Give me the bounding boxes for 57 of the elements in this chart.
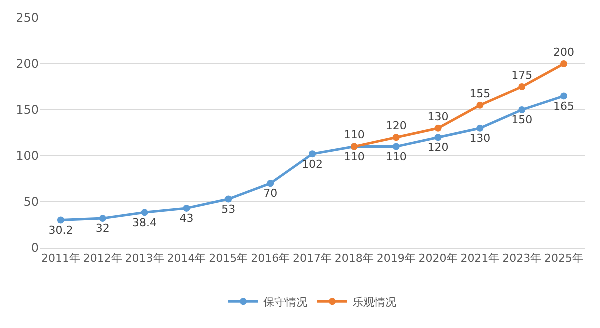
x-tick-label: 2011年 bbox=[41, 252, 80, 266]
data-label: 110 bbox=[344, 128, 365, 142]
data-label: 38.4 bbox=[132, 216, 158, 230]
point bbox=[141, 209, 148, 216]
x-tick-label: 2015年 bbox=[209, 252, 248, 266]
x-tick-label: 2014年 bbox=[167, 252, 206, 266]
y-tick-label: 250 bbox=[16, 11, 39, 26]
data-label: 43 bbox=[180, 212, 194, 226]
data-label: 30.2 bbox=[48, 224, 74, 237]
data-label: 130 bbox=[470, 132, 491, 146]
point bbox=[560, 92, 568, 100]
point bbox=[434, 124, 442, 132]
y-tick-label: 200 bbox=[16, 57, 39, 72]
x-tick-label: 2017年 bbox=[293, 252, 332, 266]
data-label: 150 bbox=[512, 114, 533, 127]
data-label: 175 bbox=[512, 68, 533, 82]
x-tick-label: 2018年 bbox=[334, 252, 374, 266]
data-label: 110 bbox=[386, 150, 407, 164]
x-tick-label: 2016年 bbox=[251, 252, 290, 266]
point bbox=[518, 106, 526, 114]
point bbox=[99, 215, 106, 222]
data-label: 32 bbox=[96, 222, 110, 236]
point bbox=[476, 102, 484, 109]
point bbox=[225, 196, 232, 203]
x-tick-label: 2019年 bbox=[376, 252, 416, 266]
data-label: 165 bbox=[554, 100, 575, 113]
point bbox=[434, 134, 442, 142]
point bbox=[57, 216, 64, 224]
point bbox=[476, 124, 484, 132]
y-tick-label: 50 bbox=[24, 195, 39, 210]
point bbox=[392, 134, 400, 142]
x-tick-label: 2013年 bbox=[125, 252, 164, 266]
y-tick-label: 100 bbox=[16, 149, 39, 164]
y-tick-label: 150 bbox=[16, 103, 39, 118]
point bbox=[183, 204, 190, 212]
x-tick-label: 2025年 bbox=[544, 252, 584, 266]
y-tick-label: 0 bbox=[31, 241, 39, 256]
legend-label: 保守情况 bbox=[264, 296, 308, 309]
point bbox=[392, 143, 400, 150]
data-label: 155 bbox=[470, 87, 491, 100]
point bbox=[518, 84, 526, 90]
point bbox=[309, 150, 316, 158]
data-label: 110 bbox=[344, 150, 365, 164]
data-label: 130 bbox=[428, 110, 449, 124]
data-label: 120 bbox=[386, 119, 407, 132]
data-label: 120 bbox=[428, 141, 449, 154]
x-tick-label: 2020年 bbox=[418, 252, 458, 266]
x-tick-label: 2012年 bbox=[83, 252, 122, 266]
data-label: 53 bbox=[222, 202, 236, 216]
data-label: 70 bbox=[264, 187, 278, 200]
data-label: 200 bbox=[554, 46, 575, 59]
point bbox=[560, 60, 568, 68]
data-label: 102 bbox=[302, 158, 323, 171]
legend-label: 乐观情况 bbox=[352, 296, 396, 309]
point bbox=[267, 180, 274, 188]
x-tick-label: 2021年 bbox=[460, 252, 500, 266]
x-tick-label: 2023年 bbox=[502, 252, 542, 266]
